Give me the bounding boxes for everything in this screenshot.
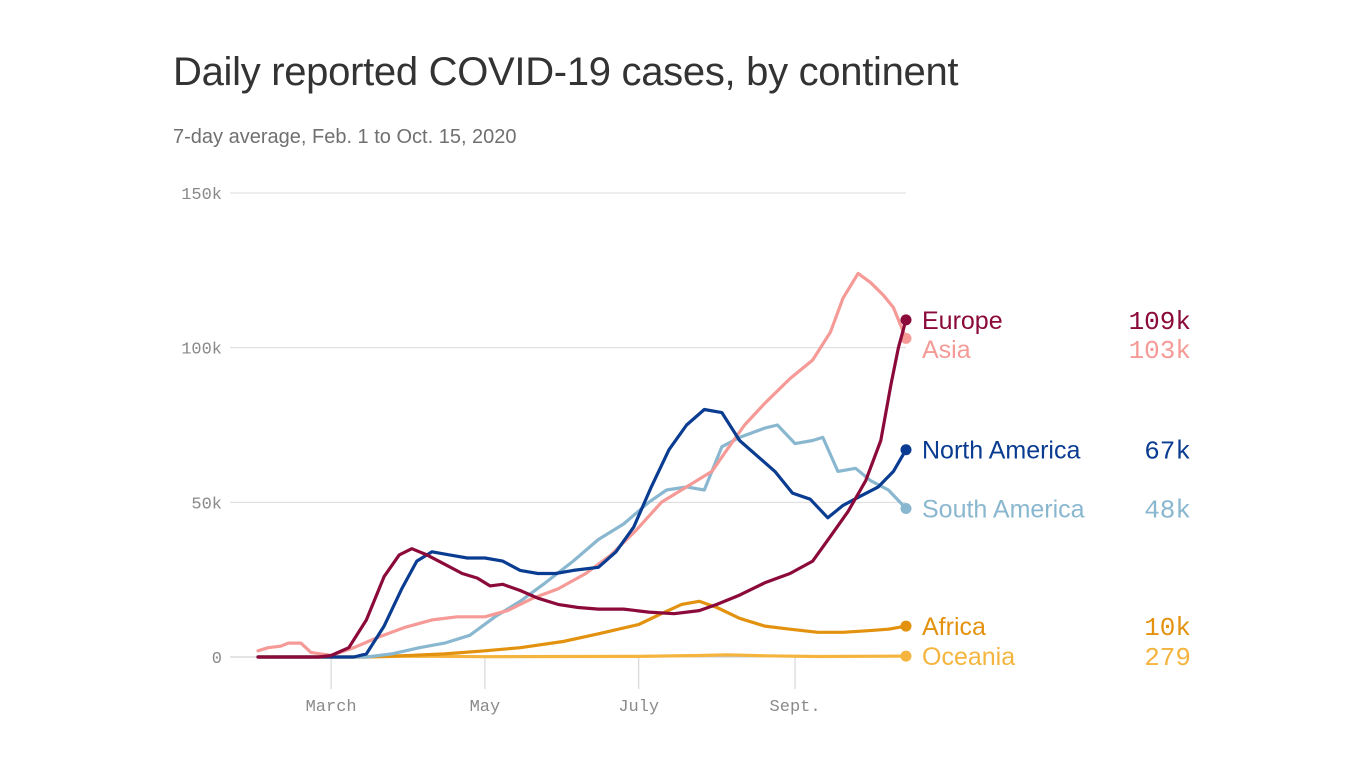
series-end-dot-oceania	[900, 650, 912, 662]
series-value-north-america: 67k	[1144, 437, 1191, 467]
series-value-europe: 109k	[1129, 307, 1191, 337]
series-end-dot-europe	[900, 314, 912, 326]
series-name-asia: Asia	[922, 336, 971, 364]
series-name-africa: Africa	[922, 613, 986, 641]
series-end-dot-north-america	[900, 444, 912, 456]
x-tick-label: May	[470, 698, 501, 717]
series-value-south-america: 48k	[1144, 496, 1191, 526]
series-end-dot-africa	[900, 620, 912, 632]
series-name-south-america: South America	[922, 496, 1085, 524]
y-tick-label: 100k	[181, 341, 222, 360]
axis-labels: 0 50k 100k 150k March May July Sept.	[181, 186, 820, 717]
x-tick-label: July	[618, 698, 659, 717]
series-line-africa	[256, 599, 908, 659]
series-line-north-america	[256, 407, 908, 659]
series-line-asia	[256, 271, 908, 658]
series-end-labels: Europe 109k Asia 103k North America 67k South …	[922, 307, 1191, 673]
series-name-north-america: North America	[922, 437, 1080, 465]
series-value-africa: 10k	[1144, 613, 1191, 643]
series-end-dot-south-america	[900, 503, 912, 515]
y-tick-label: 50k	[191, 495, 222, 514]
series-line-europe	[256, 318, 908, 659]
series-line-south-america	[256, 423, 908, 659]
x-tick-label: March	[306, 698, 357, 717]
chart-title: Daily reported COVID-19 cases, by contin…	[173, 50, 959, 94]
chart-subtitle: 7-day average, Feb. 1 to Oct. 15, 2020	[173, 126, 517, 148]
series-name-europe: Europe	[922, 307, 1003, 335]
y-tick-label: 0	[212, 650, 222, 669]
series-value-oceania: 279	[1144, 643, 1191, 673]
x-tick-label: Sept.	[770, 698, 821, 717]
series-name-oceania: Oceania	[922, 643, 1015, 671]
series-value-asia: 103k	[1129, 336, 1191, 366]
y-tick-label: 150k	[181, 186, 222, 205]
series-lines	[256, 271, 912, 662]
